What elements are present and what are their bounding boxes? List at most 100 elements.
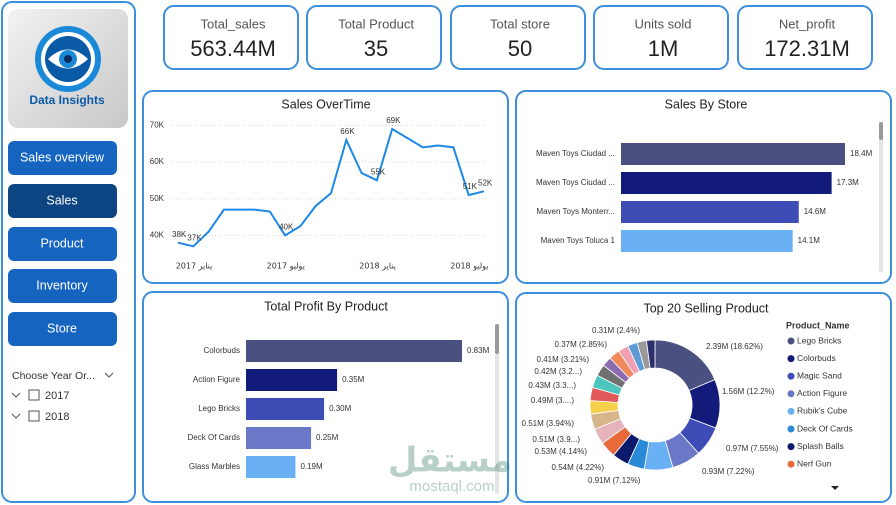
scrollbar[interactable] <box>879 122 883 272</box>
legend-marker <box>787 355 795 363</box>
panel <box>142 90 509 284</box>
card <box>306 5 442 70</box>
kpi-label: Total Product <box>338 16 414 31</box>
card <box>163 5 299 70</box>
chevron[interactable] <box>11 392 21 398</box>
legend-label: Colorbuds <box>797 353 836 363</box>
chevron[interactable] <box>104 372 114 378</box>
card <box>737 5 873 70</box>
kpi-label: Net_profit <box>779 16 836 31</box>
legend-more[interactable] <box>831 486 839 490</box>
kpi-card: Net_profit 172.31M <box>737 5 873 70</box>
data-label: 0.93M (7.22%) <box>702 467 755 476</box>
bar <box>621 230 793 252</box>
nav-label[interactable]: Sales <box>46 193 77 207</box>
nav-button[interactable] <box>8 141 117 175</box>
kpi-card: Units sold 1M <box>593 5 729 70</box>
legend-marker <box>787 390 795 398</box>
kpi-value: 50 <box>508 36 532 61</box>
nav-button[interactable] <box>8 312 117 346</box>
data-label: 52K <box>478 178 493 187</box>
legend-label: Nerf Gun <box>797 458 832 468</box>
data-label: 2.39M (18.62%) <box>706 342 763 351</box>
legend-label: Magic Sand <box>797 370 842 380</box>
data-label: 0.53M (4.14%) <box>535 447 588 456</box>
filter-label[interactable]: Choose Year Or... <box>12 370 95 382</box>
bar <box>621 172 832 194</box>
legend-marker <box>787 337 795 345</box>
y-tick-label: Maven Toys Ciudad ... <box>536 149 615 158</box>
logo-text: Data Insights <box>29 93 105 107</box>
chart-title: Total Profit By Product <box>264 299 388 313</box>
legend-marker <box>787 443 795 451</box>
data-label: 0.19M <box>300 462 323 471</box>
y-tick-label: Maven Toys Monterr... <box>536 207 615 216</box>
scrollbar[interactable] <box>495 324 499 494</box>
nav-button[interactable] <box>8 227 117 261</box>
legend-label: Splash Balls <box>797 441 844 451</box>
filter-option[interactable]: 2017 <box>45 390 69 402</box>
nav-item[interactable]: Product <box>8 227 117 261</box>
x-tick-label: يناير 2017 <box>176 262 213 271</box>
kpi-value: 172.31M <box>764 36 850 61</box>
data-label: 0.25M <box>316 433 339 442</box>
y-tick-label: Maven Toys Ciudad ... <box>536 178 615 187</box>
data-label: 14.1M <box>798 236 821 245</box>
checkbox[interactable] <box>28 410 40 422</box>
nav-label[interactable]: Product <box>40 236 84 250</box>
data-label: 0.42M (3.2...) <box>534 367 582 376</box>
legend-marker <box>787 425 795 433</box>
filter-option[interactable]: 2018 <box>45 411 69 423</box>
nav-label[interactable]: Inventory <box>36 278 88 292</box>
data-label: 0.41M (3.21%) <box>537 355 590 364</box>
watermark: mostaql.com <box>409 478 494 495</box>
legend-label: Action Figure <box>797 388 847 398</box>
data-label: 55K <box>371 167 386 176</box>
kpi-card: Total Product 35 <box>306 5 442 70</box>
legend-title: Product_Name <box>786 320 850 330</box>
data-label: 69K <box>386 116 401 125</box>
nav-item[interactable]: Sales overview <box>8 141 117 175</box>
data-label: 0.37M (2.85%) <box>555 340 608 349</box>
slice <box>645 339 656 369</box>
chevron[interactable] <box>11 413 21 419</box>
data-label: 51K <box>463 182 478 191</box>
nav-label[interactable]: Sales overview <box>20 150 105 164</box>
bar <box>246 340 462 362</box>
x-tick-label: يوليو 2017 <box>267 262 305 271</box>
bar <box>246 398 325 420</box>
chart-title: Sales OverTime <box>281 97 370 111</box>
data-label: 0.49M (3....) <box>531 396 574 405</box>
bar <box>246 456 296 478</box>
bar <box>621 143 845 165</box>
chart-title: Sales By Store <box>665 97 748 111</box>
nav-label[interactable]: Store <box>47 321 77 335</box>
card <box>593 5 729 70</box>
data-label: 37K <box>187 233 202 242</box>
y-tick-label: Glass Marbles <box>189 462 240 471</box>
data-label: 1.56M (12.2%) <box>722 387 775 396</box>
checkbox[interactable] <box>28 389 40 401</box>
data-label: 17.3M <box>837 178 860 187</box>
year-filter[interactable]: Choose Year Or... 2017 2018 <box>11 370 114 423</box>
nav-button[interactable] <box>8 269 117 303</box>
nav-button[interactable] <box>8 184 117 218</box>
nav-item[interactable]: Store <box>8 312 117 346</box>
charts: 40K 50K 60K 70K يناير 2017 يوليو 2017 يناير 20… <box>150 116 873 485</box>
legend-marker <box>787 460 795 468</box>
kpi-label: Total store <box>490 16 550 31</box>
data-label: 0.91M (7.12%) <box>588 476 641 485</box>
y-tick-label: Lego Bricks <box>198 404 240 413</box>
legend-label: Deck Of Cards <box>797 423 853 433</box>
y-tick-label: Action Figure <box>193 375 241 384</box>
scrollbar-thumb[interactable] <box>879 122 883 140</box>
data-label: 0.51M (3.9...) <box>532 435 580 444</box>
nav-item[interactable]: Inventory <box>8 269 117 303</box>
y-tick-label: Deck Of Cards <box>188 433 240 442</box>
data-label: 66K <box>340 127 355 136</box>
scrollbar-thumb[interactable] <box>495 324 499 354</box>
data-label: 0.54M (4.22%) <box>552 463 605 472</box>
watermark: مستقل <box>388 441 512 481</box>
nav-item[interactable]: Sales <box>8 184 117 218</box>
